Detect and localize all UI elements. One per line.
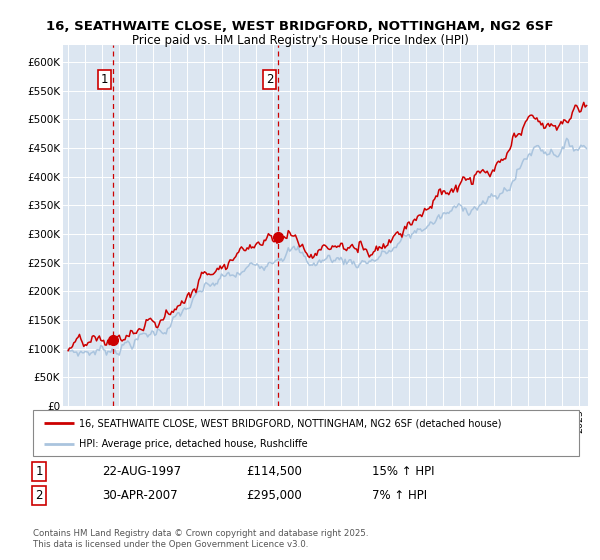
- Text: 22-AUG-1997: 22-AUG-1997: [102, 465, 181, 478]
- Text: 1: 1: [35, 465, 43, 478]
- Text: HPI: Average price, detached house, Rushcliffe: HPI: Average price, detached house, Rush…: [79, 438, 308, 449]
- Text: 30-APR-2007: 30-APR-2007: [102, 489, 178, 502]
- Text: 7% ↑ HPI: 7% ↑ HPI: [372, 489, 427, 502]
- Text: £114,500: £114,500: [246, 465, 302, 478]
- Text: 2: 2: [266, 73, 274, 86]
- Text: Price paid vs. HM Land Registry's House Price Index (HPI): Price paid vs. HM Land Registry's House …: [131, 34, 469, 46]
- Text: 16, SEATHWAITE CLOSE, WEST BRIDGFORD, NOTTINGHAM, NG2 6SF (detached house): 16, SEATHWAITE CLOSE, WEST BRIDGFORD, NO…: [79, 418, 502, 428]
- Text: £295,000: £295,000: [246, 489, 302, 502]
- Text: 1: 1: [101, 73, 109, 86]
- FancyBboxPatch shape: [33, 410, 579, 456]
- Text: 2: 2: [35, 489, 43, 502]
- Text: 16, SEATHWAITE CLOSE, WEST BRIDGFORD, NOTTINGHAM, NG2 6SF: 16, SEATHWAITE CLOSE, WEST BRIDGFORD, NO…: [46, 20, 554, 32]
- Text: 15% ↑ HPI: 15% ↑ HPI: [372, 465, 434, 478]
- Text: Contains HM Land Registry data © Crown copyright and database right 2025.
This d: Contains HM Land Registry data © Crown c…: [33, 529, 368, 549]
